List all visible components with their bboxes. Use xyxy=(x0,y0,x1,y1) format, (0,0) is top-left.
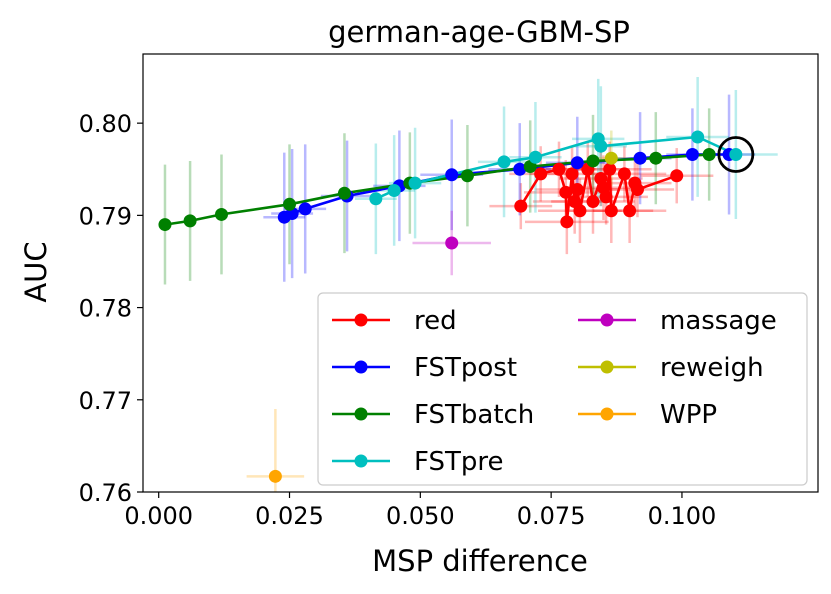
y-tick-label: 0.80 xyxy=(79,110,132,138)
massage-point xyxy=(445,236,459,250)
wpp-point xyxy=(268,469,282,483)
fstpre-point xyxy=(691,130,705,144)
fstpost-point xyxy=(633,151,647,165)
fstpost-point xyxy=(685,148,699,162)
red-point xyxy=(630,183,644,197)
red-point xyxy=(559,185,573,199)
fstbatch-point xyxy=(586,154,600,168)
x-tick-label: 0.000 xyxy=(124,502,193,530)
fstpost-point xyxy=(445,168,459,182)
legend-label-red: red xyxy=(414,306,457,336)
highlight-layer xyxy=(717,136,755,173)
fstpre-point xyxy=(387,183,401,197)
legend-marker-reweigh xyxy=(600,360,614,374)
legend: red FSTpost FSTbatch FSTpre massage reweigh WP… xyxy=(317,292,808,486)
legend-marker-wpp xyxy=(600,407,614,421)
best-point-highlight-circle xyxy=(717,136,755,173)
legend-label-fstbatch: FSTbatch xyxy=(414,400,534,430)
fstbatch-point xyxy=(158,218,172,232)
y-tick-label: 0.79 xyxy=(79,202,132,230)
legend-box xyxy=(317,292,808,486)
fstpost-point xyxy=(513,162,527,176)
chart-title: german-age-GBM-SP xyxy=(328,15,630,49)
fstpre-point xyxy=(594,139,608,153)
fstbatch-point xyxy=(183,214,197,228)
y-tick-label: 0.77 xyxy=(79,387,132,415)
legend-label-wpp: WPP xyxy=(660,400,717,430)
x-tick-label: 0.100 xyxy=(648,502,717,530)
red-point xyxy=(670,169,684,183)
red-point xyxy=(599,190,613,204)
fstpost-point xyxy=(298,202,312,216)
x-tick-label: 0.025 xyxy=(255,502,324,530)
legend-marker-fstpre xyxy=(354,454,368,468)
red-point xyxy=(565,167,579,181)
points-layer xyxy=(158,130,743,483)
red-point xyxy=(573,204,587,218)
fstpre-point xyxy=(528,150,542,164)
red-point xyxy=(570,183,584,197)
red-point xyxy=(552,162,566,176)
fstpre-point xyxy=(497,155,511,169)
legend-marker-massage xyxy=(600,313,614,327)
legend-label-fstpre: FSTpre xyxy=(414,447,504,477)
red-point xyxy=(560,215,574,229)
legend-marker-fstpost xyxy=(354,360,368,374)
reweigh-point xyxy=(604,151,618,165)
fstpre-point xyxy=(729,148,743,162)
red-point xyxy=(617,167,631,181)
legend-marker-red xyxy=(354,313,368,327)
legend-marker-fstbatch xyxy=(354,407,368,421)
red-point xyxy=(623,204,637,218)
y-tick-label: 0.76 xyxy=(79,479,132,507)
fstpre-point xyxy=(408,176,422,190)
x-axis-label: MSP difference xyxy=(372,544,588,578)
legend-label-fstpost: FSTpost xyxy=(414,353,517,383)
x-tick-label: 0.075 xyxy=(517,502,586,530)
plot-frame xyxy=(142,53,819,493)
red-point xyxy=(514,199,528,213)
red-point xyxy=(603,162,617,176)
legend-label-massage: massage xyxy=(660,306,777,336)
fstbatch-point xyxy=(460,169,474,183)
fstbatch-point xyxy=(337,186,351,200)
red-point xyxy=(534,167,548,181)
fstpre-point xyxy=(369,192,383,206)
red-point xyxy=(604,204,618,218)
y-axis-label: AUC xyxy=(19,241,53,302)
fstbatch-point xyxy=(283,197,297,211)
fstbatch-point xyxy=(702,148,716,162)
red-point xyxy=(586,195,600,209)
fstbatch-point xyxy=(649,151,663,165)
fstpost-point xyxy=(570,156,584,170)
legend-label-reweigh: reweigh xyxy=(660,353,764,383)
fstbatch-point xyxy=(214,207,228,221)
y-tick-label: 0.78 xyxy=(79,295,132,323)
x-tick-label: 0.050 xyxy=(386,502,455,530)
ticks-layer: 0.000 0.025 0.050 0.075 0.100 0.76 0.77 0.78 0.7… xyxy=(79,110,717,530)
